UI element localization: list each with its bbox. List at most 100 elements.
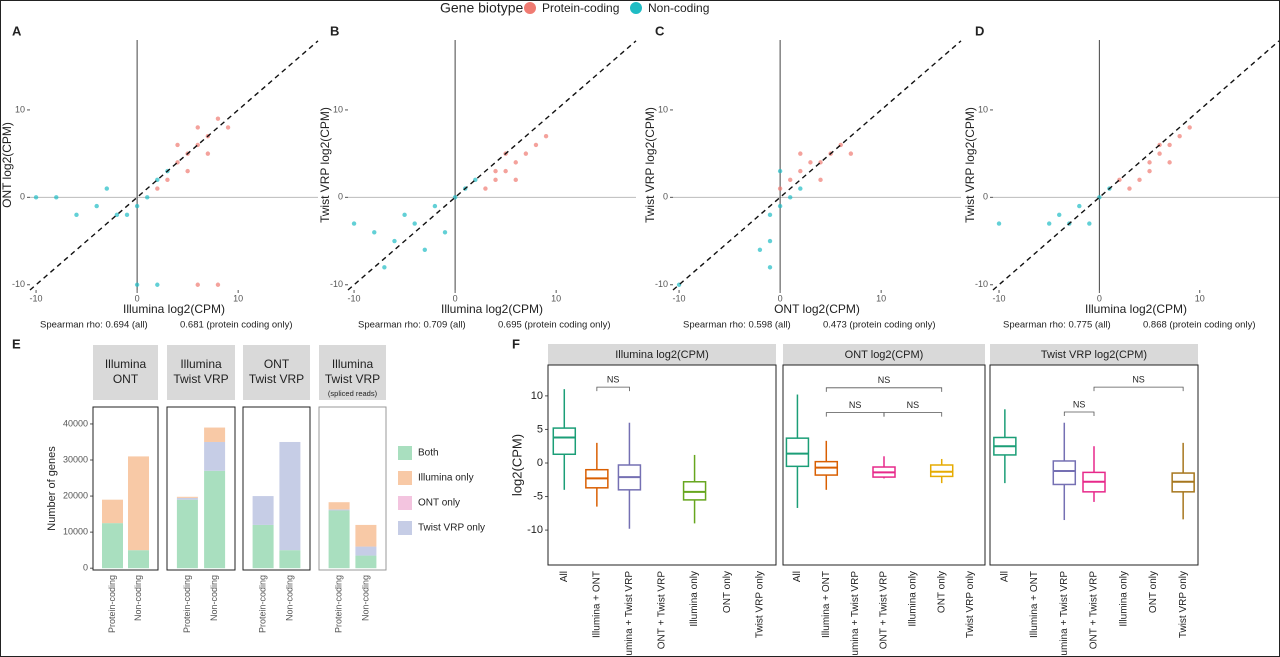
point	[777, 186, 783, 191]
comparison-bracket	[596, 386, 630, 392]
point	[1147, 168, 1152, 174]
facet-frame	[547, 364, 777, 566]
panel-label: B	[330, 23, 339, 38]
point	[402, 212, 407, 218]
point	[412, 221, 417, 226]
bar-segment	[204, 441, 226, 471]
point	[114, 212, 120, 218]
y-tick-label: 10	[658, 104, 668, 114]
point	[493, 168, 498, 174]
x-tick-label: Protein-coding	[333, 575, 343, 633]
x-tick-label: Non-coding	[284, 575, 294, 621]
y-tick-label: 10	[15, 104, 25, 114]
facet-title: ONT	[113, 372, 139, 386]
legend-title: Gene biotype	[440, 0, 523, 16]
point	[134, 282, 140, 287]
identity-line	[347, 40, 637, 291]
legend-label: Non-coding	[648, 1, 709, 15]
point	[1057, 212, 1062, 218]
bar-segment	[128, 550, 149, 569]
point	[225, 125, 231, 130]
facet-title: Twist VRP log2(CPM)	[1041, 349, 1147, 361]
point	[432, 203, 438, 209]
legend-swatch	[398, 446, 412, 460]
legend-swatch	[398, 496, 412, 510]
bar-segment	[328, 509, 350, 511]
point	[757, 247, 763, 252]
x-tick-label: Illumina + Twist VRP	[624, 571, 635, 657]
comparison-label: NS	[849, 400, 862, 410]
facet-strip	[548, 344, 776, 365]
x-axis-label: ONT log2(CPM)	[774, 302, 860, 316]
facet-subtitle: (spliced reads)	[328, 389, 378, 398]
point	[155, 282, 160, 287]
point	[195, 125, 200, 130]
facet-title: Twist VRP	[325, 372, 380, 386]
x-tick-label: -10	[673, 293, 686, 303]
bar-segment	[279, 550, 301, 569]
y-tick-label: 10	[978, 104, 988, 114]
facet-strip	[243, 345, 310, 400]
panel-label: D	[975, 23, 984, 38]
identity-line	[992, 40, 1280, 291]
point	[1177, 133, 1182, 139]
x-tick-label: Protein-coding	[107, 575, 117, 633]
x-tick-label: Illumina + Twist VRP	[850, 571, 861, 657]
point	[175, 142, 180, 148]
stat-text: Spearman rho: 0.598 (all)	[683, 320, 791, 331]
bar-segment	[102, 499, 123, 524]
legend-swatch	[398, 471, 412, 485]
point	[848, 151, 854, 156]
point	[777, 168, 783, 174]
facet-frame	[242, 406, 311, 571]
legend-label: Twist VRP only	[418, 523, 485, 534]
point	[767, 265, 773, 270]
point	[33, 195, 39, 200]
facet-title: Illumina	[332, 357, 374, 371]
bar-segment	[252, 524, 274, 569]
x-tick-label: 0	[778, 293, 783, 303]
x-tick-label: Illumina + ONT	[821, 571, 832, 638]
point	[1087, 221, 1092, 226]
facet-frame	[166, 406, 236, 571]
x-tick-label: ONT + Twist VRP	[1089, 571, 1100, 650]
point	[798, 151, 803, 156]
point	[767, 212, 773, 218]
point	[513, 177, 518, 183]
point	[134, 203, 140, 209]
y-tick-label: -5	[533, 490, 543, 502]
point	[533, 142, 539, 148]
x-tick-label: Protein-coding	[257, 575, 267, 633]
point	[996, 221, 1002, 226]
legend-label: Both	[418, 448, 439, 459]
point	[185, 168, 190, 174]
x-tick-label: All	[792, 571, 803, 582]
bar-segment	[328, 510, 350, 569]
y-tick-label: 20000	[63, 490, 88, 500]
point	[767, 238, 773, 244]
panel-label: A	[12, 23, 22, 38]
y-axis-label: Twist VRP log2(CPM)	[963, 107, 977, 223]
x-tick-label: ONT + Twist VRP	[879, 571, 890, 650]
bar-segment	[355, 524, 377, 547]
facet-title: Illumina log2(CPM)	[615, 349, 709, 361]
box	[929, 464, 954, 478]
point	[818, 177, 823, 183]
point	[1167, 142, 1172, 148]
stat-text: 0.868 (protein coding only)	[1143, 320, 1256, 331]
y-tick-label: 10	[531, 390, 543, 402]
x-tick-label: All	[999, 571, 1010, 582]
facet-strip	[93, 345, 158, 400]
y-axis-label: Twist VRP log2(CPM)	[318, 107, 332, 223]
y-axis-label: Number of genes	[46, 446, 58, 531]
point	[145, 195, 150, 200]
x-tick-label: ONT only	[722, 571, 733, 613]
x-tick-label: Non-coding	[360, 575, 370, 621]
x-tick-label: -10	[993, 293, 1006, 303]
point	[777, 203, 783, 209]
y-tick-label: 0	[983, 192, 988, 202]
y-tick-label: 5	[537, 423, 543, 435]
point	[1187, 125, 1192, 130]
y-axis-label: Twist VRP log2(CPM)	[643, 107, 657, 223]
